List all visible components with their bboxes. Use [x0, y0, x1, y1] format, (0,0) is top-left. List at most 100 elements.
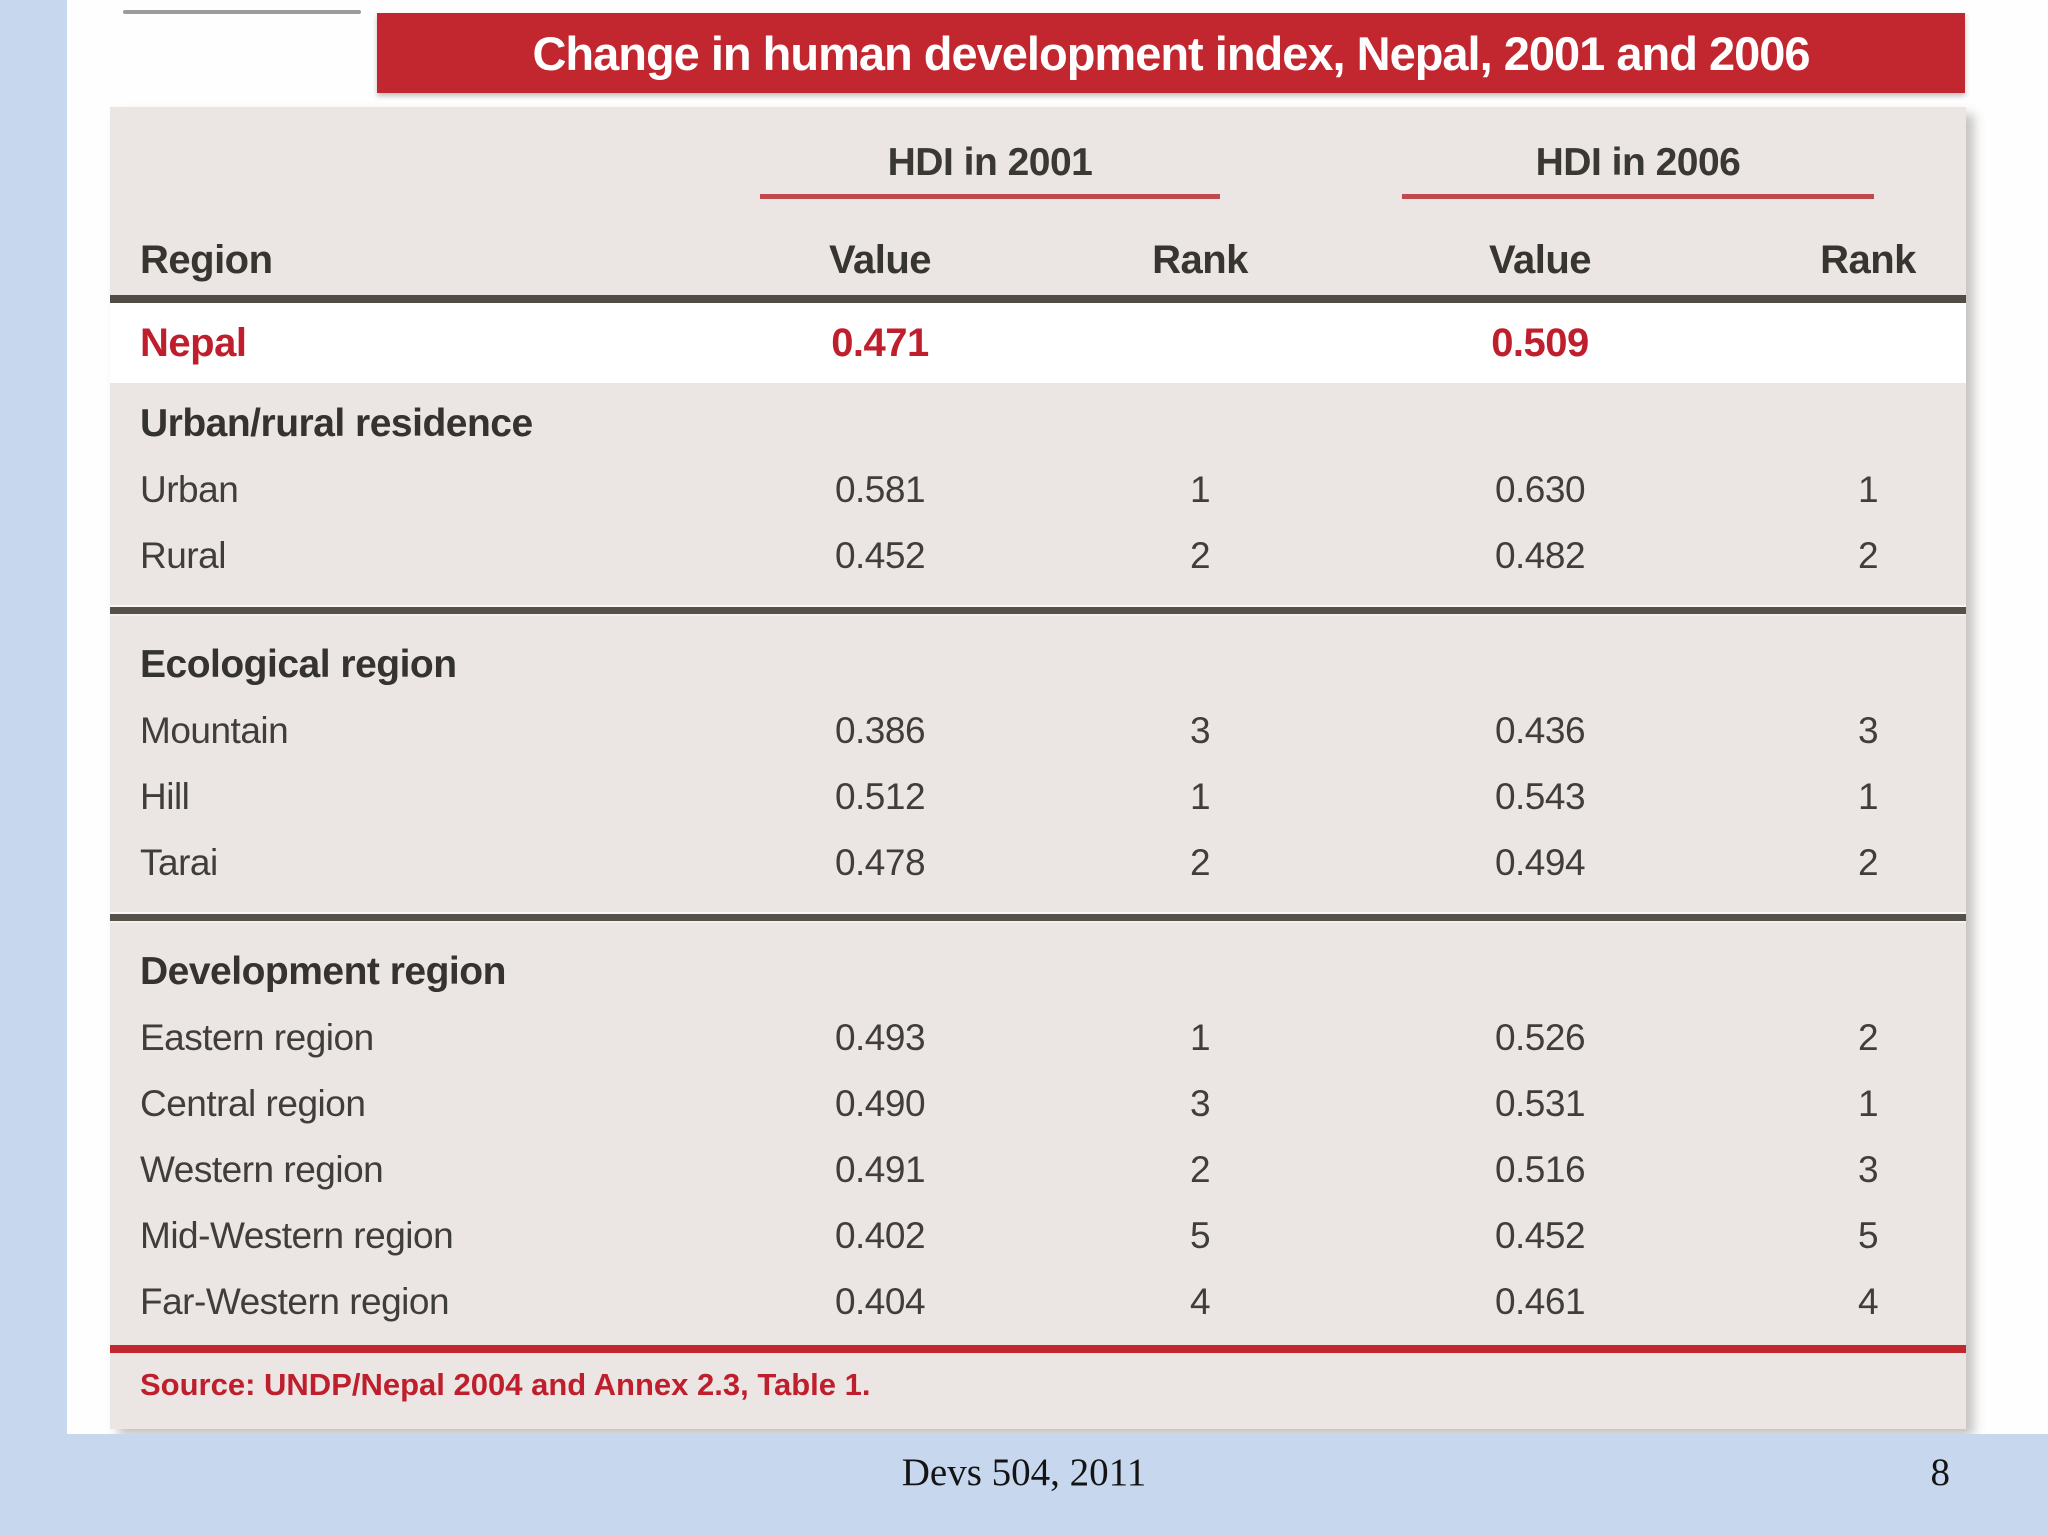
table-row: Rural 0.452 2 0.482 2	[110, 523, 1966, 589]
rank-2001-cell: 2	[1189, 842, 1211, 883]
group-label-2001: HDI in 2001	[887, 141, 1093, 184]
section-separator	[110, 896, 1966, 939]
value-2006-cell: 0.482	[1494, 535, 1586, 576]
table-title-banner: Change in human development index, Nepal…	[377, 13, 1965, 93]
rank-2001-cell	[1090, 303, 1310, 383]
group-underline-2001	[759, 194, 1221, 199]
rank-2006-cell: 3	[1857, 1149, 1879, 1190]
section-header: Ecological region	[110, 632, 1966, 698]
rank-2006-cell: 2	[1857, 842, 1879, 883]
row-label: Tarai	[140, 842, 218, 883]
column-header-value-2006: Value	[1488, 238, 1592, 282]
value-2001-cell: 0.452	[834, 535, 926, 576]
group-header-2006: HDI in 2006	[1310, 141, 1966, 199]
group-header-2001: HDI in 2001	[670, 141, 1310, 199]
value-2001-cell: 0.471	[831, 321, 929, 365]
rank-2006-cell: 4	[1857, 1281, 1879, 1322]
table-header-block: HDI in 2001 HDI in 2006 Region Value Ran…	[110, 107, 1966, 295]
rank-2006-cell: 2	[1857, 1017, 1879, 1058]
row-label: Hill	[140, 776, 190, 817]
value-2001-cell: 0.490	[834, 1083, 926, 1124]
nepal-summary-row: Nepal 0.471 0.509	[110, 303, 1966, 383]
rank-2001-cell: 2	[1189, 1149, 1211, 1190]
page-number: 8	[1930, 1451, 1951, 1494]
group-label-2006: HDI in 2006	[1535, 141, 1741, 184]
value-2001-cell: 0.581	[834, 469, 926, 510]
rank-2001-cell: 1	[1189, 469, 1211, 510]
rank-2001-cell: 4	[1189, 1281, 1211, 1322]
table-title: Change in human development index, Nepal…	[532, 26, 1810, 80]
section-header-label: Ecological region	[140, 643, 457, 686]
row-label: Rural	[140, 535, 226, 576]
rank-2006-cell: 1	[1857, 1083, 1879, 1124]
table-row: Hill 0.512 1 0.543 1	[110, 764, 1966, 830]
source-note: Source: UNDP/Nepal 2004 and Annex 2.3, T…	[140, 1367, 871, 1402]
table-row: Far-Western region 0.404 4 0.461 4	[110, 1269, 1966, 1335]
row-label: Nepal	[140, 321, 247, 365]
rank-2001-cell: 3	[1189, 1083, 1211, 1124]
table-row: Central region 0.490 3 0.531 1	[110, 1071, 1966, 1137]
value-2006-cell: 0.452	[1494, 1215, 1586, 1256]
column-header-region: Region	[140, 238, 273, 282]
table-row: Mid-Western region 0.402 5 0.452 5	[110, 1203, 1966, 1269]
rank-2006-cell: 3	[1857, 710, 1879, 751]
table-body: Urban/rural residence Urban 0.581 1 0.63…	[110, 383, 1966, 1429]
rank-2006-cell: 5	[1857, 1215, 1879, 1256]
rank-2001-cell: 3	[1189, 710, 1211, 751]
group-underline-2006	[1401, 194, 1875, 199]
section-header-label: Development region	[140, 950, 506, 993]
column-header-row: Region Value Rank Value Rank	[110, 229, 1966, 291]
rank-2006-cell	[1770, 303, 1966, 383]
value-2006-cell: 0.526	[1494, 1017, 1586, 1058]
rank-2006-cell: 1	[1857, 776, 1879, 817]
value-2006-cell: 0.509	[1491, 321, 1589, 365]
row-label: Mid-Western region	[140, 1215, 454, 1256]
value-2001-cell: 0.386	[834, 710, 926, 751]
rank-2001-cell: 1	[1189, 1017, 1211, 1058]
rank-2001-cell: 5	[1189, 1215, 1211, 1256]
value-2001-cell: 0.404	[834, 1281, 926, 1322]
decorative-top-line	[123, 10, 361, 14]
table-row: Western region 0.491 2 0.516 3	[110, 1137, 1966, 1203]
table-row: Urban 0.581 1 0.630 1	[110, 457, 1966, 523]
section-header: Development region	[110, 939, 1966, 1005]
section-separator-rule	[110, 605, 1966, 616]
row-label: Eastern region	[140, 1017, 374, 1058]
column-header-rank-2006: Rank	[1820, 238, 1916, 282]
row-label: Mountain	[140, 710, 289, 751]
section-separator-rule	[110, 912, 1966, 923]
rank-2001-cell: 2	[1189, 535, 1211, 576]
value-2001-cell: 0.512	[834, 776, 926, 817]
rank-2001-cell: 1	[1189, 776, 1211, 817]
value-2006-cell: 0.461	[1494, 1281, 1586, 1322]
footer-course-label: Devs 504, 2011	[901, 1451, 1147, 1494]
column-header-rank-2001: Rank	[1152, 238, 1248, 282]
value-2006-cell: 0.436	[1494, 710, 1586, 751]
value-2006-cell: 0.543	[1494, 776, 1586, 817]
slide-footer: Devs 504, 2011 8	[0, 1434, 2048, 1536]
row-label: Urban	[140, 469, 239, 510]
row-label: Central region	[140, 1083, 366, 1124]
value-2001-cell: 0.493	[834, 1017, 926, 1058]
header-separator-rule	[110, 295, 1966, 303]
value-2001-cell: 0.478	[834, 842, 926, 883]
table-row: Tarai 0.478 2 0.494 2	[110, 830, 1966, 896]
row-label: Far-Western region	[140, 1281, 450, 1322]
hdi-table: HDI in 2001 HDI in 2006 Region Value Ran…	[110, 107, 1966, 1429]
value-2006-cell: 0.516	[1494, 1149, 1586, 1190]
group-header-row: HDI in 2001 HDI in 2006	[110, 107, 1966, 199]
value-2001-cell: 0.491	[834, 1149, 926, 1190]
column-header-value-2001: Value	[828, 238, 932, 282]
value-2006-cell: 0.630	[1494, 469, 1586, 510]
table-row: Eastern region 0.493 1 0.526 2	[110, 1005, 1966, 1071]
rank-2006-cell: 2	[1857, 535, 1879, 576]
value-2001-cell: 0.402	[834, 1215, 926, 1256]
row-label: Western region	[140, 1149, 384, 1190]
table-row: Mountain 0.386 3 0.436 3	[110, 698, 1966, 764]
rank-2006-cell: 1	[1857, 469, 1879, 510]
value-2006-cell: 0.531	[1494, 1083, 1586, 1124]
table-bottom-rule	[110, 1345, 1966, 1353]
value-2006-cell: 0.494	[1494, 842, 1586, 883]
section-separator	[110, 589, 1966, 632]
section-header-label: Urban/rural residence	[140, 402, 533, 445]
